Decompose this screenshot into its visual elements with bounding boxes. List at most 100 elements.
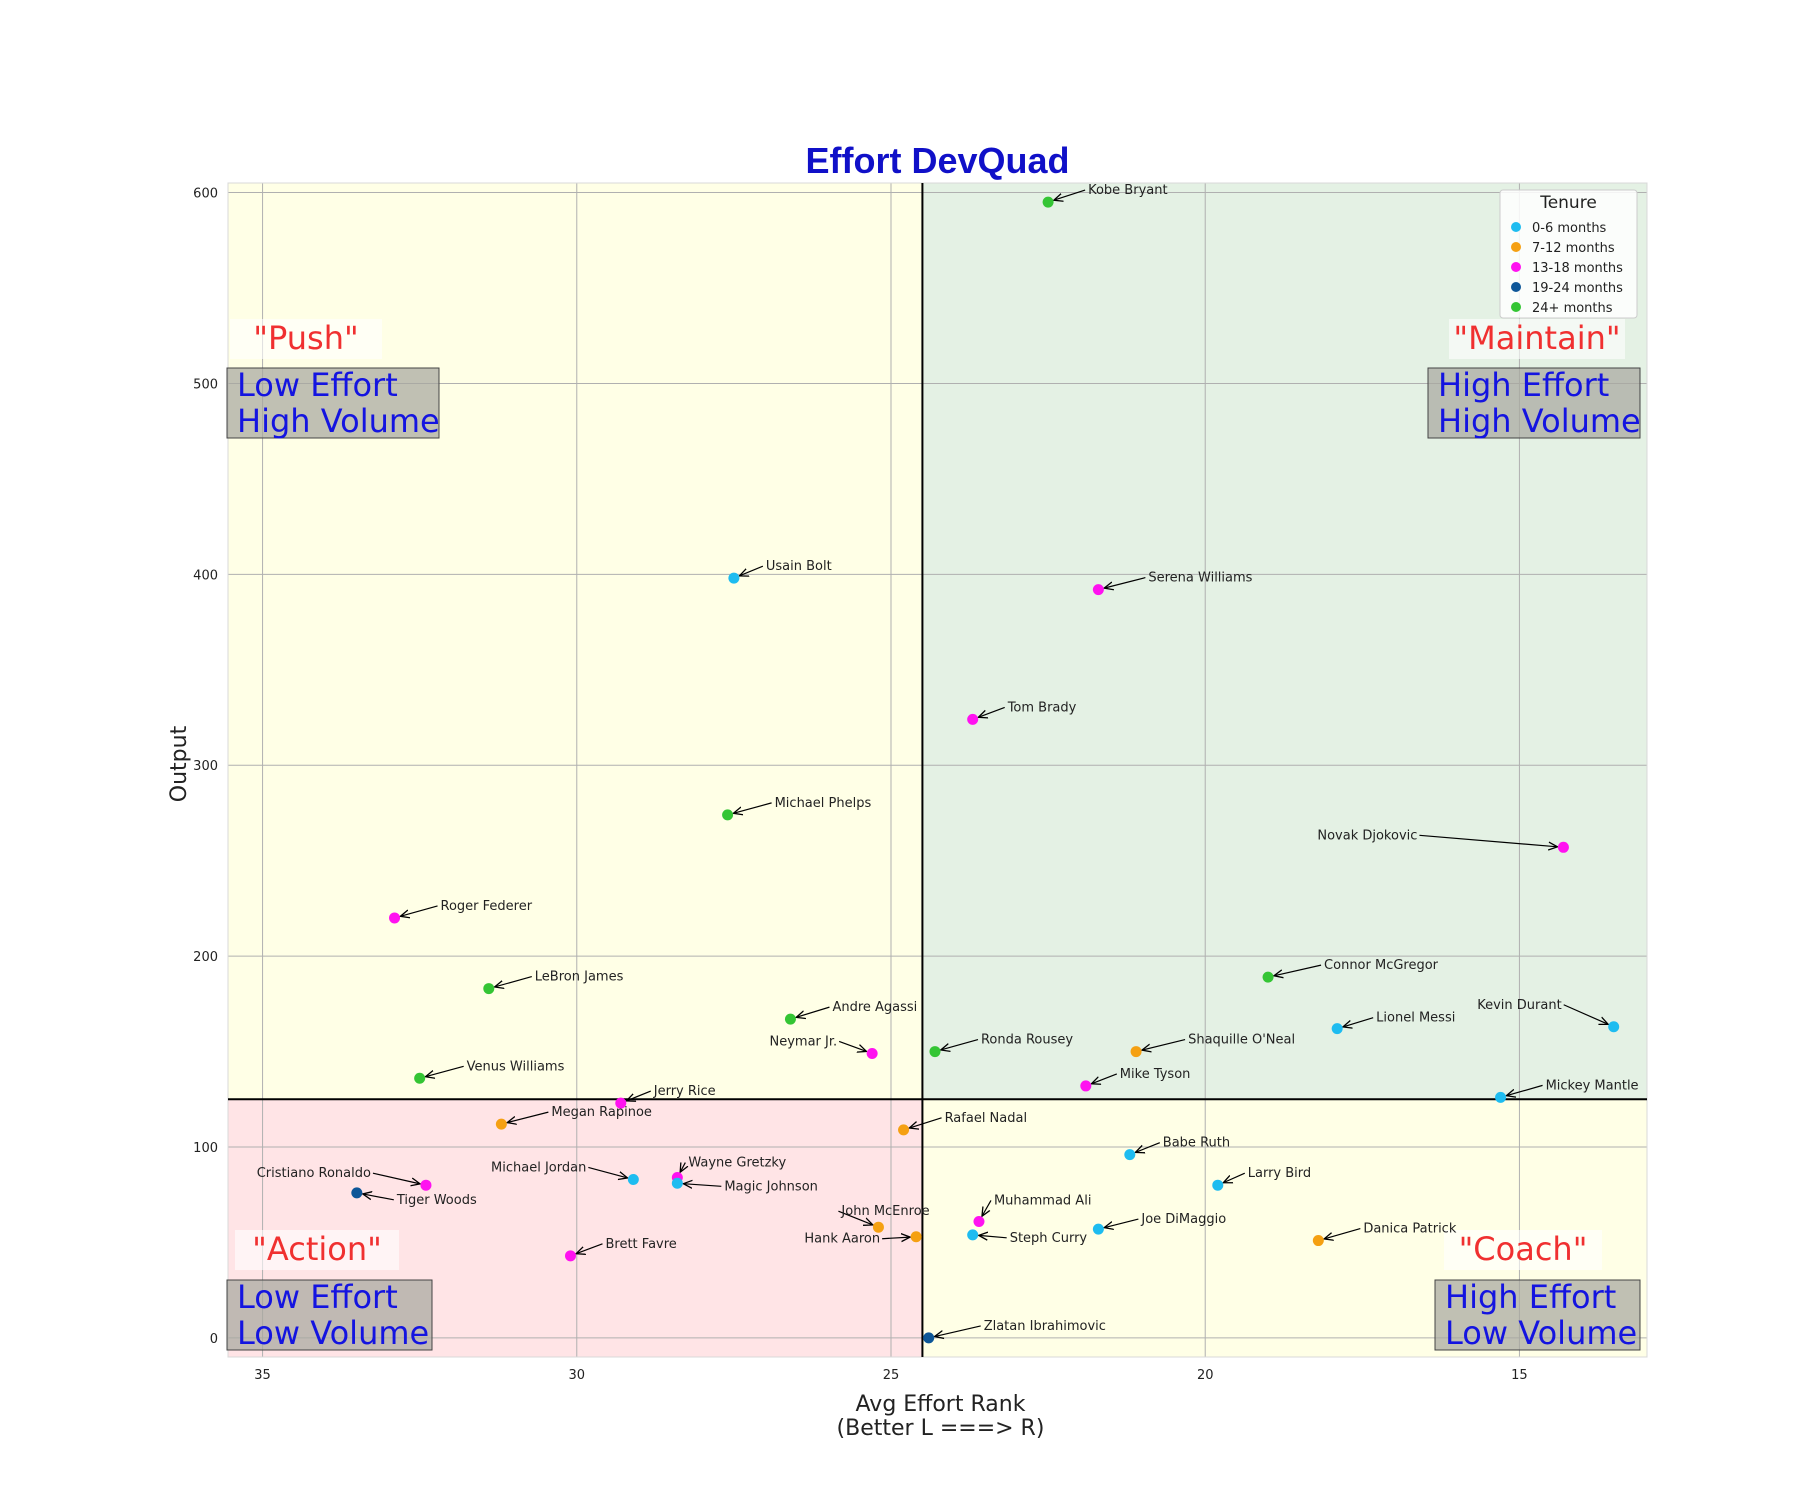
- quadrant-desc-box-bottom-right: [1434, 1279, 1641, 1351]
- quadrant-label-bg: [235, 1230, 399, 1270]
- quadrant-desc-line: Low Volume: [237, 1314, 429, 1352]
- annotation-arrow: [941, 1038, 979, 1050]
- annotation-arrow: [982, 1200, 992, 1216]
- data-point: [1312, 1235, 1324, 1247]
- point-label: Wayne Gretzky: [688, 1156, 786, 1171]
- data-point: [1557, 841, 1569, 853]
- quadrant-desc-box-bottom-left: [226, 1279, 433, 1351]
- point-label: Kobe Bryant: [1088, 183, 1167, 198]
- y-tick-label: 500: [193, 377, 218, 392]
- point-label: Mike Tyson: [1120, 1067, 1191, 1082]
- point-label: Muhammad Ali: [994, 1193, 1091, 1208]
- quadrant-desc-box-top-right: [1427, 367, 1641, 439]
- quadrant-label-bottom-left: "Action": [252, 1230, 382, 1268]
- quadrant-label-bottom-right: "Coach": [1459, 1230, 1588, 1268]
- data-point: [866, 1047, 878, 1059]
- annotation-arrow: [626, 1090, 651, 1101]
- annotation-arrow: [1135, 1142, 1161, 1153]
- data-point: [627, 1173, 639, 1185]
- data-point: [967, 1229, 979, 1241]
- x-tick-label: 30: [569, 1368, 586, 1383]
- x-tick-label: 20: [1197, 1368, 1214, 1383]
- point-label: Shaquille O'Neal: [1188, 1033, 1295, 1048]
- point-label: Michael Jordan: [491, 1160, 586, 1175]
- annotation-arrow: [683, 1184, 722, 1187]
- legend-marker: [1511, 242, 1521, 252]
- point-label: Rafael Nadal: [945, 1111, 1028, 1126]
- point-label: Larry Bird: [1248, 1166, 1311, 1181]
- data-point: [929, 1046, 941, 1058]
- quadrant-desc-line: Low Volume: [1445, 1314, 1637, 1352]
- data-point: [973, 1215, 985, 1227]
- data-points: Kobe Bryant Usain Bolt Serena Williams Tom …: [257, 183, 1639, 1344]
- quadrant-desc-line: Low Effort: [237, 1278, 398, 1316]
- data-point: [1331, 1023, 1343, 1035]
- x-tick-label: 15: [1511, 1368, 1528, 1383]
- legend-label: 0-6 months: [1532, 221, 1607, 236]
- plot-border: [227, 182, 1648, 1358]
- data-point: [389, 912, 401, 924]
- quadrant-desc-line: High Volume: [1438, 402, 1641, 440]
- annotation-arrow: [979, 1235, 1007, 1237]
- quadrant-desc-line: High Effort: [1445, 1278, 1616, 1316]
- legend-label: 7-12 months: [1532, 241, 1615, 256]
- annotation-arrow: [733, 802, 772, 813]
- quadrant-label-bg: [1444, 1230, 1602, 1270]
- legend-marker: [1511, 302, 1521, 312]
- point-label: Venus Williams: [467, 1059, 565, 1074]
- point-label: Tiger Woods: [396, 1193, 477, 1208]
- point-label: Serena Williams: [1148, 571, 1252, 586]
- data-point: [414, 1072, 426, 1084]
- data-point: [1042, 196, 1054, 208]
- point-label: Danica Patrick: [1363, 1222, 1456, 1237]
- quadrant-label-top-right: "Maintain": [1453, 319, 1620, 357]
- point-label: Ronda Rousey: [981, 1033, 1073, 1048]
- annotation-arrow: [495, 975, 532, 987]
- annotation-arrow: [1563, 1004, 1609, 1025]
- y-tick-label: 400: [193, 568, 218, 583]
- quadrant-label-bg: [230, 319, 382, 359]
- annotation-arrow: [1419, 834, 1557, 847]
- annotation-arrow: [1104, 577, 1146, 589]
- point-label: Michael Phelps: [775, 796, 872, 811]
- legend-label: 13-18 months: [1532, 261, 1623, 276]
- quadrant-desc-box-top-left: [226, 367, 440, 439]
- quadrant-desc-line: High Volume: [237, 402, 440, 440]
- point-label: Steph Curry: [1010, 1231, 1088, 1246]
- annotation-arrow: [507, 1111, 549, 1123]
- data-point: [1262, 971, 1274, 983]
- y-tick-label: 100: [193, 1141, 218, 1156]
- annotation-arrow: [576, 1243, 603, 1254]
- legend-title: Tenure: [1539, 193, 1597, 213]
- x-axis-label-line: Avg Effort Rank: [856, 1392, 1026, 1417]
- point-label: Zlatan Ibrahimovic: [984, 1319, 1106, 1334]
- data-point: [1495, 1091, 1507, 1103]
- data-point: [351, 1187, 363, 1199]
- data-point: [1092, 584, 1104, 596]
- annotation-arrow: [978, 706, 1005, 717]
- point-label: Brett Favre: [605, 1237, 676, 1252]
- data-point: [671, 1177, 683, 1189]
- annotation-arrow: [1343, 1017, 1374, 1027]
- data-point: [1130, 1046, 1142, 1058]
- annotation-arrow: [400, 905, 438, 916]
- x-tick-label: 25: [883, 1368, 900, 1383]
- data-point: [564, 1250, 576, 1262]
- data-point: [967, 713, 979, 725]
- data-point: [784, 1013, 796, 1025]
- point-label: Connor McGregor: [1324, 958, 1439, 973]
- point-label: LeBron James: [535, 970, 624, 985]
- legend-box: [1499, 189, 1638, 319]
- x-axis-label-line: (Better L ===> R): [837, 1416, 1045, 1441]
- point-label: Andre Agassi: [832, 1000, 917, 1015]
- data-point: [1212, 1179, 1224, 1191]
- data-point: [1608, 1021, 1620, 1033]
- annotation-arrow: [1091, 1073, 1118, 1084]
- annotation-arrow: [882, 1237, 910, 1239]
- annotation-arrow: [425, 1065, 464, 1076]
- annotation-arrow: [588, 1166, 627, 1177]
- point-label: Jerry Rice: [653, 1084, 716, 1099]
- annotation-arrow: [363, 1194, 394, 1201]
- point-label: John McEnroe: [840, 1204, 929, 1219]
